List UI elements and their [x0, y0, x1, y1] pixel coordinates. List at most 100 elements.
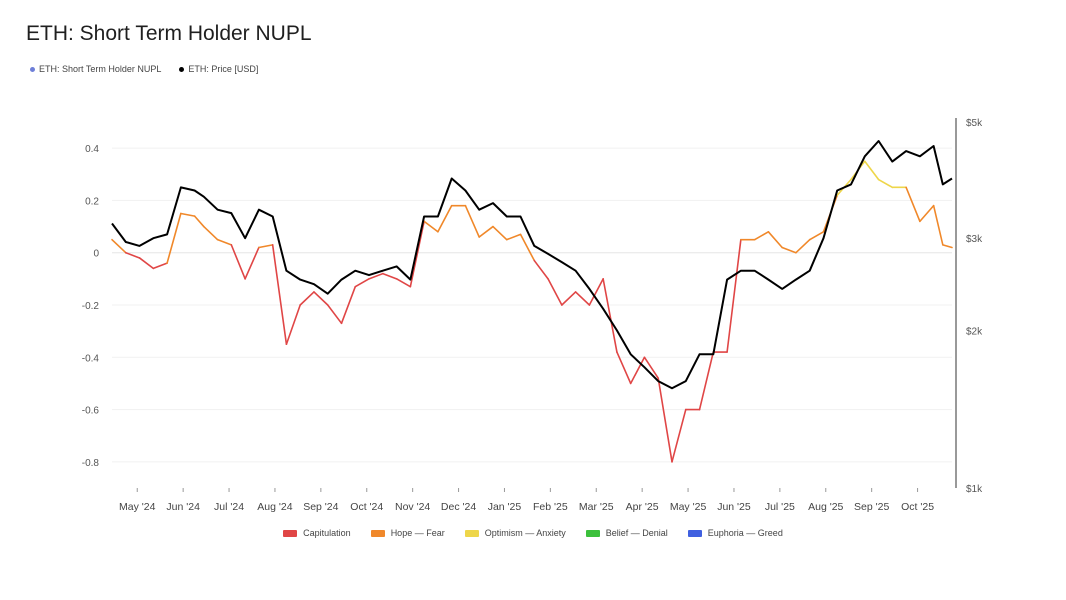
nupl-segment [588, 278, 604, 306]
nupl-segment [905, 186, 921, 223]
x-tick-label: Oct '24 [350, 501, 383, 513]
nupl-segment [216, 238, 233, 246]
x-tick-label: Sep '25 [854, 501, 889, 513]
nupl-segment [395, 278, 412, 288]
nupl-segment [285, 304, 301, 346]
x-tick-label: Nov '24 [395, 501, 430, 513]
nupl-segment [258, 244, 274, 249]
legend-price-label: ETH: Price [USD] [188, 64, 259, 74]
nupl-segment [152, 262, 168, 270]
x-tick-label: May '24 [119, 501, 156, 513]
zone-legend: Capitulation Hope — Fear Optimism — Anxi… [0, 528, 1066, 538]
y-left-tick-label: -0.4 [82, 353, 100, 364]
nupl-segment [299, 291, 315, 306]
zone-swatch-hope-fear [370, 529, 385, 537]
x-tick-label: Jun '25 [717, 501, 751, 513]
x-tick-label: May '25 [670, 501, 707, 513]
x-tick-label: Mar '25 [579, 501, 614, 513]
nupl-segment [437, 204, 453, 233]
nupl-segment [271, 244, 288, 346]
nupl-segment [657, 377, 673, 463]
zone-swatch-euphoria-greed [687, 529, 702, 537]
nupl-segment [423, 220, 439, 233]
nupl-segment [354, 278, 370, 288]
nupl-segment [368, 272, 384, 280]
zone-legend-hope-fear[interactable]: Hope — Fear [370, 528, 445, 538]
x-tick-label: Sep '24 [303, 501, 338, 513]
nupl-segment [863, 160, 880, 181]
nupl-segment [492, 225, 508, 241]
nupl-segment [726, 238, 742, 353]
y-left-tick-label: 0.2 [85, 196, 99, 207]
nupl-segment [808, 231, 825, 241]
y-right-tick-label: $1k [966, 484, 983, 495]
zone-legend-belief-denial[interactable]: Belief — Denial [585, 528, 668, 538]
y-right-tick-label: $3k [966, 234, 983, 245]
nupl-segment [877, 178, 894, 189]
nupl-segment [382, 272, 398, 280]
x-tick-label: Feb '25 [533, 501, 568, 513]
nupl-segment [138, 257, 155, 270]
nupl-segment [629, 356, 646, 385]
nupl-segment [574, 291, 591, 306]
nupl-segment [547, 278, 563, 306]
nupl-segment [193, 215, 205, 228]
nupl-segment [180, 212, 196, 217]
nupl-segment [111, 238, 127, 254]
nupl-segment [326, 304, 343, 325]
nupl-segment [561, 291, 577, 306]
y-left-tick-label: -0.2 [82, 301, 100, 312]
x-tick-label: Dec '24 [441, 501, 476, 513]
nupl-segment [313, 291, 329, 306]
y-left-tick-label: -0.8 [82, 458, 100, 469]
zone-label-euphoria-greed: Euphoria — Greed [707, 528, 783, 538]
nupl-segment [919, 204, 935, 223]
zone-swatch-capitulation [283, 529, 298, 537]
y-left-tick-label: 0.4 [85, 144, 99, 155]
series-legend: ETH: Short Term Holder NUPL ETH: Price [… [30, 64, 258, 74]
y-right-tick-label: $5k [966, 118, 983, 129]
zone-legend-optimism-anxiety[interactable]: Optimism — Anxiety [464, 528, 566, 538]
legend-nupl-dot [30, 66, 35, 72]
zone-swatch-optimism-anxiety [464, 529, 479, 537]
legend-price-dot [179, 66, 185, 72]
x-tick-label: Oct '25 [901, 501, 934, 513]
nupl-segment [166, 212, 182, 264]
nupl-segment [795, 238, 811, 254]
price-line [111, 140, 953, 390]
x-tick-label: Jun '24 [166, 501, 200, 513]
nupl-segment [671, 408, 687, 463]
nupl-segment [203, 225, 219, 241]
nupl-segment [781, 246, 797, 254]
zone-legend-capitulation[interactable]: Capitulation [283, 528, 351, 538]
nupl-segment [340, 285, 357, 325]
zone-label-optimism-anxiety: Optimism — Anxiety [484, 528, 566, 538]
nupl-segment [643, 356, 660, 380]
y-left-tick-label: -0.6 [82, 406, 100, 417]
nupl-segment [942, 244, 953, 249]
x-tick-label: Jan '25 [488, 501, 522, 513]
zone-label-belief-denial: Belief — Denial [605, 528, 668, 538]
nupl-segment [519, 233, 536, 262]
nupl-segment [478, 225, 494, 238]
nupl-segment [124, 251, 141, 259]
y-left-tick-label: 0 [93, 249, 99, 260]
chart-title: ETH: Short Term Holder NUPL [26, 22, 312, 45]
zone-swatch-belief-denial [585, 529, 600, 537]
nupl-segment [244, 246, 260, 280]
legend-price[interactable]: ETH: Price [USD] [179, 64, 258, 74]
zone-legend-euphoria-greed[interactable]: Euphoria — Greed [687, 528, 783, 538]
legend-nupl-label: ETH: Short Term Holder NUPL [39, 64, 162, 74]
nupl-segment [602, 278, 618, 353]
legend-nupl[interactable]: ETH: Short Term Holder NUPL [30, 64, 161, 74]
x-tick-label: Aug '24 [257, 501, 292, 513]
nupl-segment [698, 351, 715, 411]
zone-label-hope-fear: Hope — Fear [390, 528, 445, 538]
zone-label-capitulation: Capitulation [303, 528, 351, 538]
x-tick-label: Apr '25 [626, 501, 659, 513]
y-right-tick-label: $2k [966, 326, 983, 337]
x-tick-label: Jul '25 [765, 501, 795, 513]
nupl-segment [753, 231, 770, 241]
